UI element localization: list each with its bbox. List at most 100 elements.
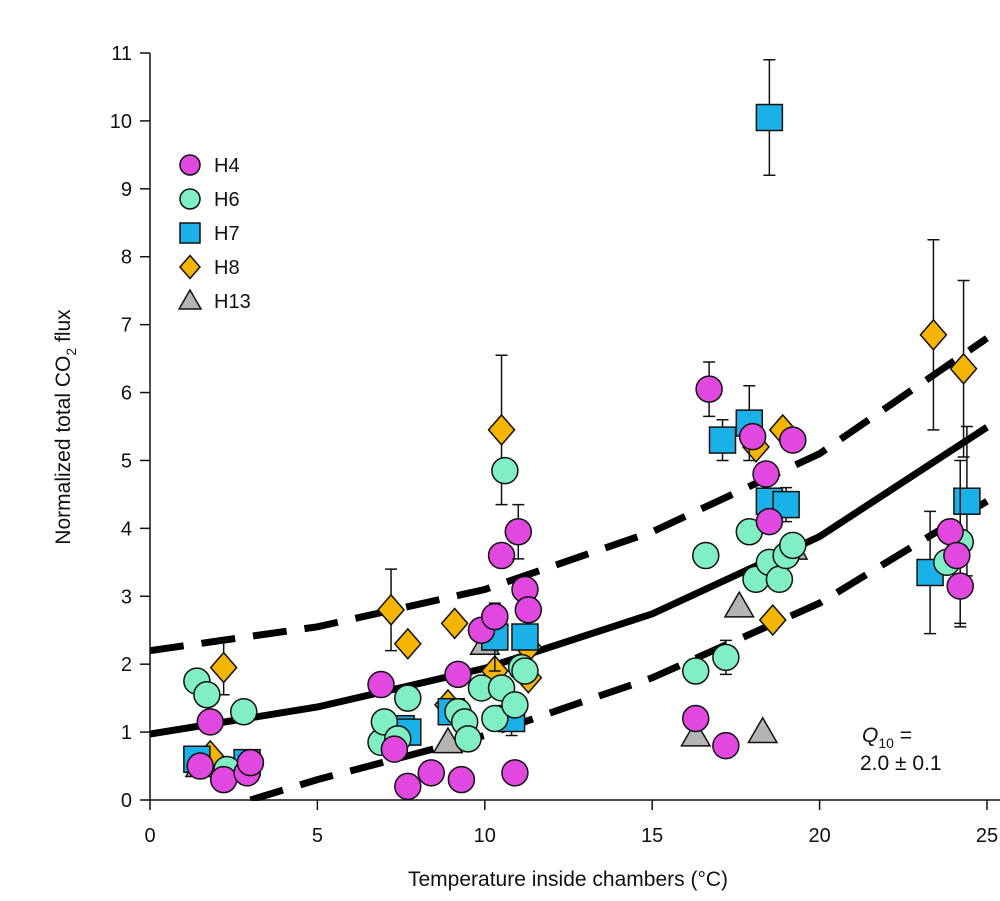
series-h4 <box>186 361 974 801</box>
legend-label: H4 <box>214 155 240 177</box>
point <box>417 759 445 787</box>
legend-marker <box>179 222 201 244</box>
fit-lines <box>150 335 989 801</box>
point <box>779 426 807 454</box>
annotation-sub: 10 <box>878 735 894 751</box>
legend-marker <box>179 254 201 280</box>
annotation-value: 2.0 ± 0.1 <box>860 752 942 775</box>
point <box>681 704 710 733</box>
point <box>946 572 974 600</box>
y-tick-label: 11 <box>111 43 132 65</box>
y-tick-label: 4 <box>121 518 132 540</box>
point <box>377 593 406 626</box>
point <box>692 541 720 570</box>
y-label-sub: 2 <box>63 348 79 356</box>
point <box>758 603 787 637</box>
point <box>514 596 543 624</box>
point <box>487 541 516 570</box>
point <box>680 719 712 747</box>
point <box>209 651 238 684</box>
point <box>712 643 740 672</box>
y-tick-label: 6 <box>121 383 132 405</box>
legend-marker <box>179 188 201 210</box>
point <box>196 708 225 736</box>
point <box>394 772 422 801</box>
x-tick-label: 25 <box>976 825 998 847</box>
y-tick-label: 0 <box>121 790 132 812</box>
y-tick-label: 5 <box>121 450 132 472</box>
y-axis-label: Normalized total CO2 flux <box>52 309 79 545</box>
point <box>186 752 214 780</box>
annotation-q: Q <box>862 724 878 747</box>
x-tick-label: 15 <box>641 825 663 847</box>
fit-line <box>249 498 989 801</box>
x-tick-label: 5 <box>312 825 323 847</box>
y-tick-label: 1 <box>121 722 132 744</box>
point <box>501 759 529 787</box>
fit-line <box>150 335 989 655</box>
point <box>723 590 755 618</box>
point <box>712 731 740 760</box>
point <box>681 657 710 685</box>
y-tick-label: 3 <box>121 586 132 608</box>
legend-label: H13 <box>214 291 251 313</box>
point <box>755 507 784 536</box>
series-h6 <box>183 456 974 784</box>
point <box>481 602 509 631</box>
point <box>953 487 981 515</box>
point <box>393 627 422 660</box>
point <box>209 765 238 794</box>
legend-marker <box>179 154 201 176</box>
x-tick-label: 10 <box>474 825 496 847</box>
point <box>229 697 258 726</box>
point <box>454 725 482 753</box>
y-tick-label: 9 <box>121 179 132 201</box>
legend-label: H6 <box>214 189 240 211</box>
point <box>394 684 422 712</box>
point <box>444 660 472 689</box>
point <box>708 426 737 454</box>
point <box>481 704 509 733</box>
series-h7 <box>183 59 981 777</box>
point <box>501 691 529 719</box>
point <box>752 460 780 488</box>
point <box>765 565 794 594</box>
point <box>738 422 767 451</box>
point <box>447 765 476 794</box>
point <box>487 413 516 446</box>
x-tick-label: 0 <box>144 825 155 847</box>
point <box>747 716 779 744</box>
point <box>755 103 784 132</box>
point <box>919 318 948 351</box>
fit-line <box>150 424 989 738</box>
point <box>772 490 800 519</box>
point <box>504 518 533 546</box>
legend-marker <box>177 288 203 310</box>
x-tick-label: 20 <box>808 825 830 847</box>
point <box>236 748 265 777</box>
point <box>949 352 978 385</box>
point <box>943 541 971 570</box>
y-label-after: flux <box>52 309 75 348</box>
point <box>380 735 409 763</box>
y-tick-label: 2 <box>121 654 132 676</box>
point <box>440 607 469 640</box>
y-tick-label: 7 <box>121 315 132 337</box>
legend-label: H7 <box>214 223 240 245</box>
point <box>936 518 964 546</box>
point <box>193 680 221 709</box>
point <box>779 531 807 560</box>
point <box>695 375 723 403</box>
point <box>511 623 539 651</box>
x-axis-label: Temperature inside chambers (°C) <box>408 868 728 891</box>
y-tick-label: 8 <box>121 247 132 269</box>
point <box>511 657 539 685</box>
annotation: Q10 = <box>862 724 912 751</box>
point <box>491 456 519 485</box>
y-label-text: Normalized total CO <box>52 356 75 545</box>
legend-label: H8 <box>214 257 240 279</box>
series-h8 <box>196 239 978 772</box>
y-tick-label: 10 <box>110 111 132 133</box>
annotation-eq: = <box>894 724 912 747</box>
